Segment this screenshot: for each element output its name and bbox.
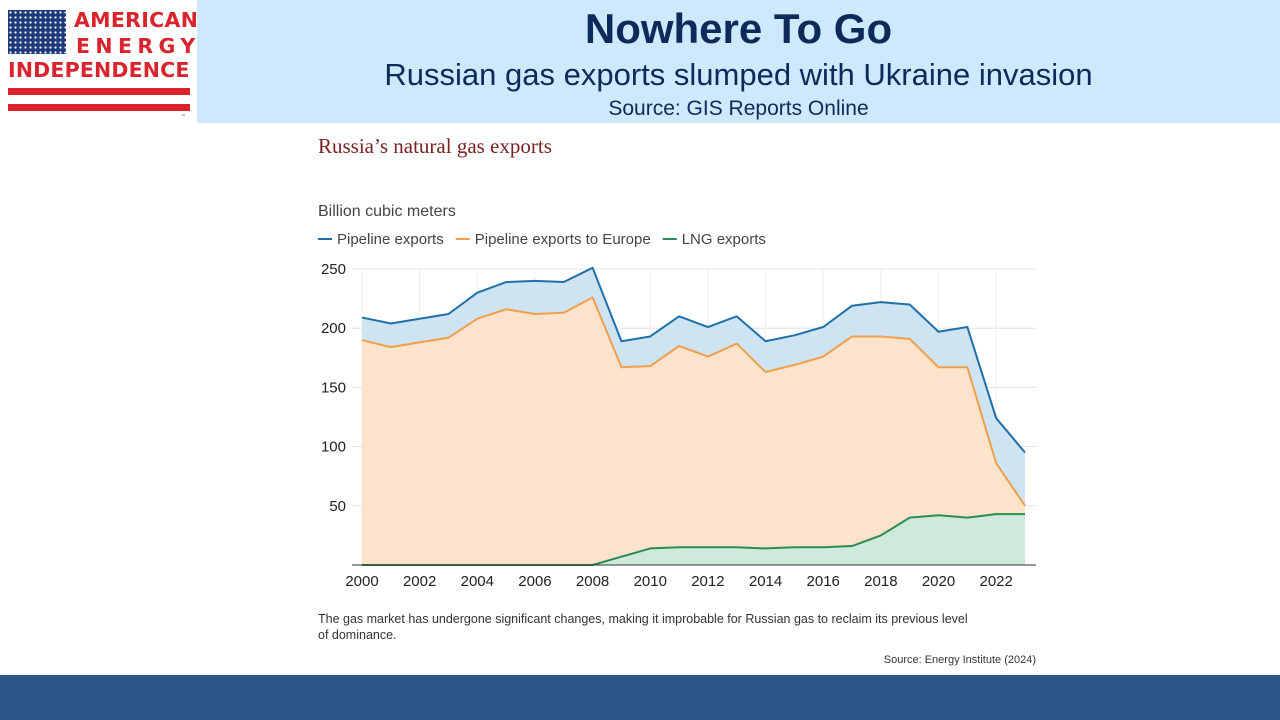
x-tick-label: 2006 [518, 573, 551, 590]
legend-label: LNG exports [682, 231, 766, 248]
logo-stripe [8, 88, 190, 95]
y-axis-label: Billion cubic meters [318, 203, 456, 220]
y-tick-labels: 50 100 150 200 250 [321, 261, 346, 515]
legend: Pipeline exports Pipeline exports to Euro… [318, 231, 766, 248]
logo-word-independence: INDEPENDENCE [8, 58, 190, 82]
logo-stripe [8, 104, 190, 111]
y-tick-label: 250 [321, 261, 346, 278]
x-tick-label: 2002 [403, 573, 436, 590]
chart-title: Russia’s natural gas exports [318, 134, 552, 158]
slide-subtitle: Russian gas exports slumped with Ukraine… [384, 57, 1093, 92]
logo-word-american: AMERICAN [74, 8, 199, 32]
x-tick-label: 2000 [345, 573, 378, 590]
legend-label: Pipeline exports to Europe [475, 231, 651, 248]
x-tick-label: 2018 [864, 573, 897, 590]
chart-note-line: of dominance. [318, 628, 397, 642]
x-tick-label: 2020 [922, 573, 955, 590]
logo-word-energy: ENERGY [76, 34, 201, 58]
x-tick-label: 2010 [634, 573, 667, 590]
series-area [362, 297, 1025, 565]
x-tick-labels: 2000 2002 2004 2006 2008 2010 2012 2014 2016 2018… [345, 573, 1013, 590]
chart-note: The gas market has undergone significant… [318, 612, 971, 642]
x-tick-label: 2008 [576, 573, 609, 590]
american-energy-independence-logo: AMERICAN ENERGY INDEPENDENCE ™ [6, 6, 198, 120]
x-tick-label: 2004 [461, 573, 494, 590]
header-band [197, 0, 1280, 123]
series-line [361, 266, 1026, 454]
y-tick-label: 150 [321, 379, 346, 396]
slide-source: Source: GIS Reports Online [608, 97, 869, 120]
y-tick-label: 100 [321, 439, 346, 456]
series-area [362, 514, 1025, 565]
x-tick-label: 2016 [807, 573, 840, 590]
gas-exports-chart: Russia’s natural gas exports Billion cub… [318, 134, 1036, 666]
y-tick-label: 50 [329, 498, 346, 515]
area-fills [362, 267, 1025, 565]
x-tick-label: 2014 [749, 573, 782, 590]
series-line [361, 296, 1026, 507]
x-tick-label: 2012 [691, 573, 724, 590]
chart-source: Source: Energy Institute (2024) [884, 654, 1036, 666]
legend-label: Pipeline exports [337, 231, 444, 248]
y-tick-label: 200 [321, 320, 346, 337]
chart-note-line: The gas market has undergone significant… [318, 612, 968, 626]
trademark-mark: ™ [181, 114, 186, 120]
slide-title: Nowhere To Go [584, 5, 893, 52]
x-tick-label: 2022 [979, 573, 1012, 590]
footer-band [0, 675, 1280, 720]
us-flag-icon [8, 10, 66, 54]
